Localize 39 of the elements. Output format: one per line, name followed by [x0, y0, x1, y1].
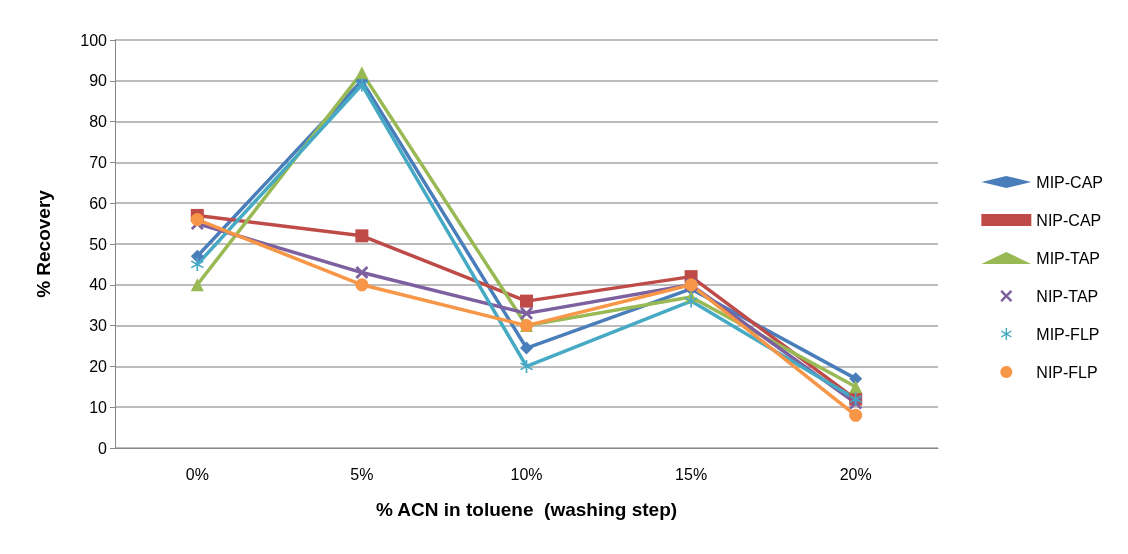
point: [355, 229, 369, 243]
y-tick-label: 0: [98, 439, 108, 457]
point: [355, 78, 369, 92]
point: [684, 294, 698, 308]
legend-label: MIP-CAP: [1036, 173, 1103, 191]
point: [190, 257, 204, 271]
point: [355, 66, 369, 80]
y-tick-label: 20: [89, 357, 108, 375]
legend-label: NIP-TAP: [1036, 287, 1099, 305]
x-tick-label: 20%: [839, 465, 872, 483]
y-tick-label: 50: [89, 235, 108, 253]
y-tick-label: 70: [89, 153, 108, 171]
y-axis-title: % Recovery: [33, 189, 54, 298]
legend-label: NIP-FLP: [1036, 363, 1098, 381]
point: [520, 294, 533, 308]
y-tick-label: 40: [89, 276, 108, 294]
y-tick-label: 90: [89, 72, 108, 90]
x-tick-label: 0%: [185, 465, 209, 483]
y-tick-label: 30: [89, 317, 108, 335]
point: [520, 306, 533, 320]
point: [190, 213, 204, 227]
point: [355, 266, 369, 280]
legend-label: MIP-TAP: [1036, 249, 1101, 267]
y-tick-label: 10: [89, 398, 108, 416]
point: [849, 372, 863, 386]
point: [520, 341, 533, 355]
x-tick-label: 15%: [675, 465, 708, 483]
point: [849, 380, 863, 394]
x-tick-label: 10%: [510, 465, 543, 483]
point: [190, 278, 204, 292]
x-tick-label: 5%: [350, 465, 374, 483]
point: [355, 278, 369, 292]
y-tick-label: 60: [89, 194, 108, 212]
legend-label: MIP-FLP: [1036, 325, 1100, 343]
x-axis-title: % ACN in toluene (washing step): [375, 499, 678, 520]
point: [849, 408, 863, 422]
y-tick-label: 80: [89, 113, 108, 131]
legend-label: NIP-CAP: [1036, 211, 1102, 229]
y-tick-label: 100: [80, 31, 108, 49]
